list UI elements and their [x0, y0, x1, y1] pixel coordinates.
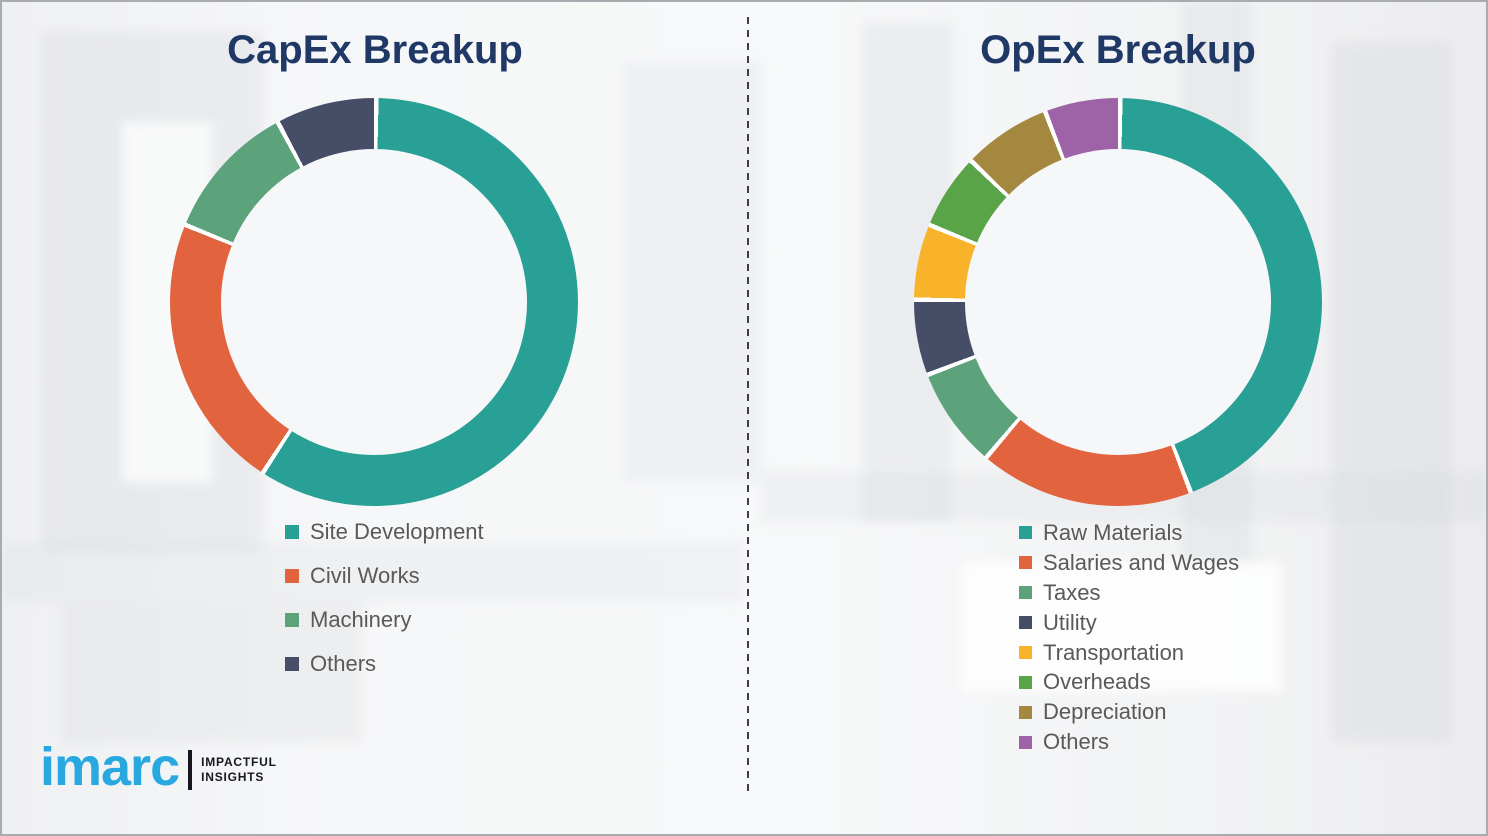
legend-item: Machinery	[285, 598, 484, 642]
legend-swatch	[1019, 675, 1032, 689]
opex-donut-chart	[914, 98, 1322, 506]
legend-swatch	[285, 613, 299, 627]
legend-item: Others	[1019, 727, 1239, 757]
legend-label: Site Development	[310, 519, 484, 544]
background-shape	[962, 562, 1282, 692]
opex-chart-title: OpEx Breakup	[980, 28, 1256, 72]
capex-donut-hole	[221, 149, 527, 455]
capex-donut-chart	[170, 98, 578, 506]
legend-swatch	[1019, 616, 1032, 630]
legend-item: Raw Materials	[1019, 518, 1239, 548]
legend-item: Utility	[1019, 608, 1239, 638]
legend-item: Salaries and Wages	[1019, 548, 1239, 578]
divider-dashed-line	[747, 17, 749, 792]
legend-label: Taxes	[1043, 579, 1101, 605]
legend-swatch	[1019, 646, 1032, 659]
legend-swatch	[1019, 586, 1032, 600]
legend-swatch	[1019, 735, 1032, 749]
legend-item: Transportation	[1019, 638, 1239, 668]
background-shape	[62, 602, 362, 742]
legend-swatch	[1019, 526, 1032, 540]
legend-label: Machinery	[310, 607, 412, 632]
legend-swatch	[1019, 705, 1032, 719]
opex-legend: Raw Materials Salaries and Wages Taxes Util…	[1019, 518, 1239, 757]
capex-chart-title: CapEx Breakup	[227, 28, 523, 72]
legend-item: Depreciation	[1019, 697, 1239, 727]
legend-swatch	[285, 569, 299, 583]
legend-label: Utility	[1043, 609, 1097, 635]
background-shape	[2, 542, 742, 602]
opex-donut-hole	[965, 149, 1271, 455]
background-shape	[622, 62, 762, 482]
legend-swatch	[285, 657, 299, 671]
legend-swatch	[285, 525, 299, 539]
legend-item: Others	[285, 642, 484, 686]
legend-item: Site Development	[285, 510, 484, 554]
legend-label: Depreciation	[1043, 699, 1167, 725]
legend-item: Civil Works	[285, 554, 484, 598]
background-shape	[1332, 42, 1452, 742]
imarc-logo: imarc IMPACTFUL INSIGHTS	[40, 738, 277, 794]
legend-item: Overheads	[1019, 667, 1239, 697]
imarc-logo-wordmark: imarc	[40, 737, 180, 797]
logo-tagline-line2: INSIGHTS	[201, 770, 265, 784]
logo-separator	[188, 750, 193, 790]
legend-label: Overheads	[1043, 669, 1151, 695]
legend-item: Taxes	[1019, 578, 1239, 608]
legend-label: Civil Works	[310, 563, 420, 588]
legend-label: Others	[310, 651, 377, 676]
legend-label: Others	[1043, 729, 1110, 755]
logo-tagline-line1: IMPACTFUL	[201, 755, 277, 769]
legend-swatch	[1019, 556, 1032, 570]
legend-label: Raw Materials	[1043, 519, 1183, 545]
capex-legend: Site Development Civil Works Machinery Othe…	[285, 510, 484, 686]
legend-label: Transportation	[1043, 639, 1185, 665]
logo-tagline: IMPACTFUL INSIGHTS	[201, 755, 277, 785]
legend-label: Salaries and Wages	[1043, 549, 1240, 575]
